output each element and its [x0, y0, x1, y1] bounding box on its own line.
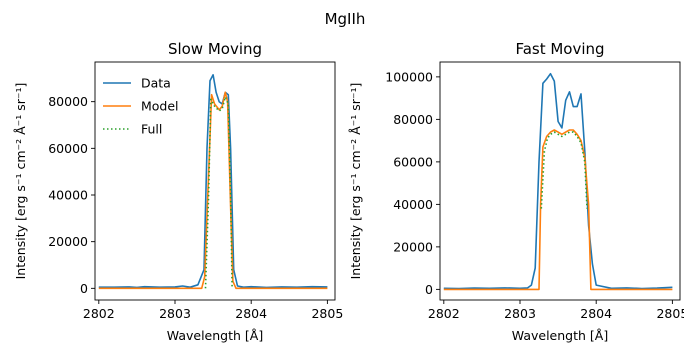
x-tick-label: 2803: [159, 306, 191, 321]
legend-label-data: Data: [141, 76, 171, 91]
y-tick-label: 20000: [48, 234, 88, 249]
plot-frame: [439, 61, 681, 301]
series-line-full: [204, 96, 233, 289]
y-tick-label: 60000: [393, 154, 433, 169]
y-tick-label: 80000: [393, 112, 433, 127]
plot-series: [443, 72, 673, 291]
y-tick-label: 20000: [393, 239, 433, 254]
y-tick-label: 80000: [48, 94, 88, 109]
x-tick-label: 2803: [504, 306, 536, 321]
series-line-full: [540, 131, 588, 209]
y-tick-label: 100000: [385, 69, 433, 84]
chart-slow-moving: 2802 2803 2804 2805 0 20000 40000 60000 80000 Slo…: [13, 40, 343, 343]
x-axis-label: Wavelength [Å]: [512, 328, 608, 343]
y-axis-label: Intensity [erg s⁻¹ cm⁻² Å⁻¹ sr⁻¹]: [13, 83, 28, 280]
x-axis-label: Wavelength [Å]: [167, 328, 263, 343]
x-tick-label: 2804: [580, 306, 612, 321]
series-line-data: [98, 74, 328, 289]
chart-fast-moving: 2802 2803 2804 2805 0 20000 40000 60000 80000 100…: [348, 40, 684, 343]
y-tick-label: 40000: [393, 197, 433, 212]
series-line-model: [443, 129, 673, 291]
y-tick-label: 0: [425, 282, 433, 297]
series-line-model: [98, 91, 328, 290]
plot-series: [98, 74, 328, 290]
legend-label-full: Full: [141, 122, 162, 137]
y-tick-label: 0: [80, 281, 88, 296]
x-tick-label: 2805: [311, 306, 343, 321]
chart-title: Fast Moving: [515, 40, 604, 58]
y-tick-label: 60000: [48, 141, 88, 156]
x-tick-label: 2802: [428, 306, 460, 321]
y-axis-label: Intensity [erg s⁻¹ cm⁻² Å⁻¹ sr⁻¹]: [348, 83, 363, 280]
x-tick-label: 2804: [235, 306, 267, 321]
figure-title: MgIIh: [325, 10, 366, 28]
chart-title: Slow Moving: [168, 40, 262, 58]
plot-frame: [94, 61, 336, 301]
x-tick-label: 2802: [83, 306, 115, 321]
legend-label-model: Model: [141, 99, 179, 114]
legend: Data Model Full: [103, 76, 179, 137]
series-line-data: [443, 72, 673, 290]
x-tick-label: 2805: [656, 306, 684, 321]
y-tick-label: 40000: [48, 188, 88, 203]
